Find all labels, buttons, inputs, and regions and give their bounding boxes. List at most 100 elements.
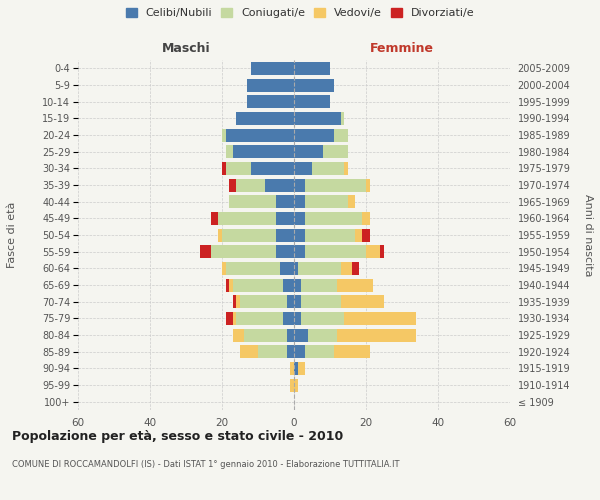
Bar <box>334 345 370 358</box>
Bar <box>226 128 294 141</box>
Bar <box>276 245 294 258</box>
Bar <box>362 228 370 241</box>
Bar <box>247 95 294 108</box>
Bar <box>366 178 370 192</box>
Bar <box>280 262 294 275</box>
Bar <box>305 345 334 358</box>
Bar <box>294 78 334 92</box>
Bar <box>341 295 384 308</box>
Bar <box>226 312 233 325</box>
Bar <box>240 295 287 308</box>
Bar <box>211 245 276 258</box>
Bar <box>211 212 218 225</box>
Bar <box>222 228 276 241</box>
Bar <box>344 162 348 175</box>
Bar <box>226 278 229 291</box>
Bar <box>229 278 233 291</box>
Bar <box>294 62 330 75</box>
Bar <box>226 162 251 175</box>
Bar <box>305 195 348 208</box>
Bar <box>226 145 233 158</box>
Bar <box>294 112 341 125</box>
Bar <box>348 195 355 208</box>
Bar <box>218 228 222 241</box>
Bar <box>341 112 344 125</box>
Bar <box>334 128 348 141</box>
Bar <box>294 95 330 108</box>
Bar <box>276 195 294 208</box>
Bar <box>366 245 380 258</box>
Bar <box>341 262 352 275</box>
Bar <box>294 345 305 358</box>
Bar <box>200 245 211 258</box>
Bar <box>287 295 294 308</box>
Bar <box>233 312 236 325</box>
Bar <box>287 328 294 342</box>
Bar <box>290 362 294 375</box>
Bar <box>244 328 287 342</box>
Text: Maschi: Maschi <box>161 42 211 55</box>
Bar <box>301 295 341 308</box>
Bar <box>294 378 298 392</box>
Bar <box>294 262 298 275</box>
Bar <box>344 312 416 325</box>
Bar <box>294 178 305 192</box>
Text: Popolazione per età, sesso e stato civile - 2010: Popolazione per età, sesso e stato civil… <box>12 430 343 443</box>
Bar <box>247 78 294 92</box>
Bar <box>229 178 236 192</box>
Bar <box>276 212 294 225</box>
Text: Femmine: Femmine <box>370 42 434 55</box>
Bar <box>222 162 226 175</box>
Text: COMUNE DI ROCCAMANDOLFI (IS) - Dati ISTAT 1° gennaio 2010 - Elaborazione TUTTITA: COMUNE DI ROCCAMANDOLFI (IS) - Dati ISTA… <box>12 460 400 469</box>
Bar <box>294 362 298 375</box>
Bar <box>362 212 370 225</box>
Bar <box>323 145 348 158</box>
Bar <box>294 128 334 141</box>
Bar <box>258 345 287 358</box>
Bar <box>305 228 355 241</box>
Bar <box>301 312 344 325</box>
Bar <box>312 162 344 175</box>
Bar <box>380 245 384 258</box>
Legend: Celibi/Nubili, Coniugati/e, Vedovi/e, Divorziati/e: Celibi/Nubili, Coniugati/e, Vedovi/e, Di… <box>124 6 476 20</box>
Bar <box>352 262 359 275</box>
Bar <box>305 245 366 258</box>
Text: Anni di nascita: Anni di nascita <box>583 194 593 276</box>
Bar <box>294 245 305 258</box>
Bar <box>236 295 240 308</box>
Bar <box>290 378 294 392</box>
Bar <box>294 278 301 291</box>
Bar <box>226 262 280 275</box>
Bar <box>294 162 312 175</box>
Bar <box>305 212 362 225</box>
Bar <box>308 328 337 342</box>
Bar <box>229 195 276 208</box>
Bar <box>233 295 236 308</box>
Bar <box>305 178 366 192</box>
Bar <box>233 328 244 342</box>
Bar <box>294 212 305 225</box>
Bar <box>298 362 305 375</box>
Bar <box>287 345 294 358</box>
Bar <box>233 145 294 158</box>
Bar <box>236 112 294 125</box>
Bar <box>236 178 265 192</box>
Bar <box>301 278 337 291</box>
Bar <box>355 228 362 241</box>
Bar <box>236 312 283 325</box>
Bar <box>294 312 301 325</box>
Bar <box>283 312 294 325</box>
Bar <box>276 228 294 241</box>
Bar <box>265 178 294 192</box>
Bar <box>218 212 276 225</box>
Bar <box>251 162 294 175</box>
Bar <box>294 328 308 342</box>
Bar <box>251 62 294 75</box>
Bar <box>294 145 323 158</box>
Text: Fasce di età: Fasce di età <box>7 202 17 268</box>
Bar <box>294 228 305 241</box>
Bar <box>294 195 305 208</box>
Bar <box>283 278 294 291</box>
Bar <box>233 278 283 291</box>
Bar <box>298 262 341 275</box>
